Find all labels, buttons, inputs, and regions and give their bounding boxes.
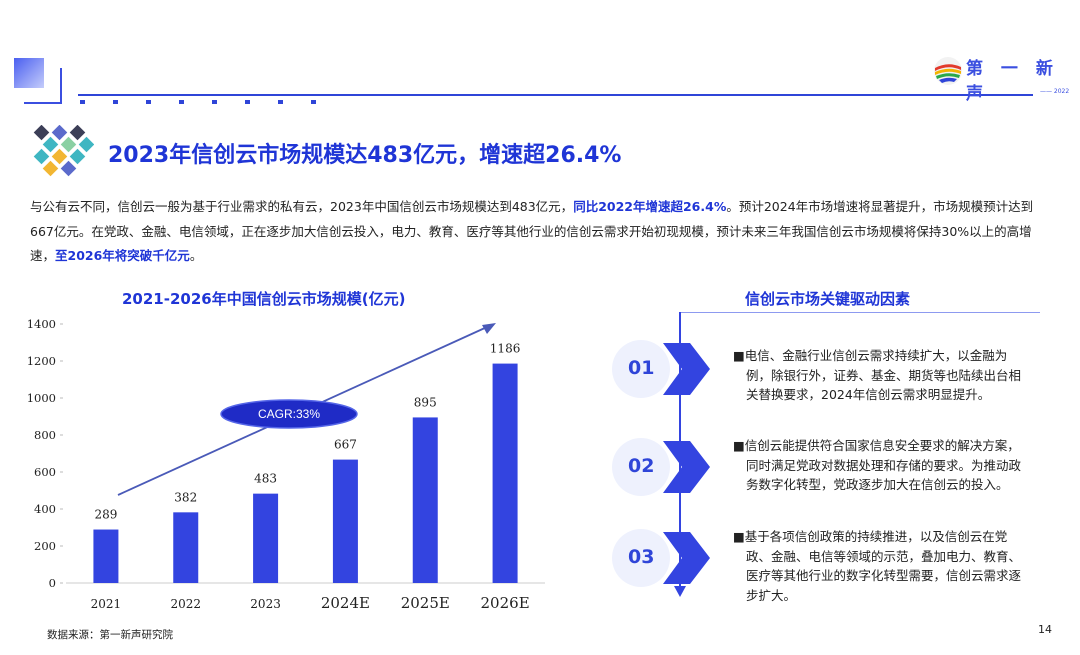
intro-highlight-1: 同比2022年增速超26.4% (573, 199, 727, 214)
driver-text: ■信创云能提供符合国家信息安全要求的解决方案，同时满足党政对数据处理和存储的要求… (733, 438, 1022, 492)
x-tick-label: 2021 (91, 597, 122, 611)
intro-text-3: 。 (189, 248, 203, 263)
x-tick-label: 2026E (481, 594, 530, 612)
bar (253, 493, 279, 583)
chart-title: 2021-2026年中国信创云市场规模(亿元) (122, 290, 406, 308)
timeline-node-2 (612, 438, 710, 496)
data-label: 895 (414, 395, 437, 409)
bar-chart: 0 200 400 600 800 1000 1200 1400 289 2021 382 2022 4… (27, 317, 545, 612)
y-tick-label: 0 (49, 576, 56, 590)
intro-text-1: 与公有云不同，信创云一般为基于行业需求的私有云，2023年中国信创云市场规模达到… (30, 199, 574, 214)
timeline-node-1 (612, 340, 710, 398)
x-tick-label: 2025E (401, 594, 450, 612)
bar (93, 529, 119, 583)
y-tick-label: 1200 (27, 354, 56, 368)
bar (492, 363, 518, 583)
cagr-label: CAGR:33% (258, 407, 320, 421)
brand-small-text: —— 2022 (1040, 88, 1070, 95)
data-label: 382 (174, 490, 197, 504)
corner-decoration (14, 58, 44, 88)
data-source: 数据来源：第一新声研究院 (47, 629, 173, 641)
drivers-title: 信创云市场关键驱动因素 (745, 290, 911, 308)
bar (173, 512, 199, 583)
y-tick-label: 1400 (27, 317, 56, 331)
header-divider (78, 94, 1033, 96)
y-tick-label: 200 (34, 539, 56, 553)
y-tick-label: 400 (34, 502, 56, 516)
corner-decoration-outline (24, 68, 62, 104)
logo-globe-icon (934, 57, 962, 85)
page-number: 14 (1038, 623, 1052, 636)
driver-number: 01 (628, 357, 655, 379)
intro-highlight-2: 至2026年将突破千亿元 (55, 248, 190, 263)
driver-number: 03 (628, 546, 655, 568)
driver-text: ■基于各项信创政策的持续推进，以及信创云在党政、金融、电信等领域的示范，叠加电力… (733, 529, 1022, 603)
bar (412, 417, 438, 583)
data-label: 483 (254, 472, 277, 486)
bar (332, 459, 358, 583)
driver-text: ■电信、金融行业信创云需求持续扩大，以金融为例，除银行外，证券、基金、期货等也陆… (733, 348, 1022, 402)
x-tick-label: 2023 (250, 597, 281, 611)
data-label: 1186 (490, 342, 521, 356)
data-label: 289 (94, 508, 117, 522)
brand-name: 第 一 新 声 (966, 59, 1059, 104)
page-title: 2023年信创云市场规模达483亿元，增速超26.4% (108, 143, 622, 168)
intro-text-2: 。预计2024年市场增速将显著提升，市场规模预计达到667亿元。在党政、金融、电… (30, 199, 1034, 263)
y-tick-label: 800 (34, 428, 56, 442)
data-label: 667 (334, 438, 357, 452)
cagr-badge (220, 399, 358, 429)
title-diamonds-icon (33, 125, 94, 177)
y-tick-label: 600 (34, 465, 56, 479)
intro-paragraph: 与公有云不同，信创云一般为基于行业需求的私有云，2023年中国信创云市场规模达到… (30, 195, 1050, 269)
x-tick-label: 2024E (321, 594, 370, 612)
y-tick-label: 1000 (27, 391, 56, 405)
header-dots (80, 89, 344, 108)
timeline-node-3 (612, 529, 710, 587)
driver-number: 02 (628, 455, 655, 477)
x-tick-label: 2022 (170, 597, 201, 611)
drivers-title-underline (680, 312, 1040, 313)
drivers-timeline (612, 312, 710, 597)
trend-arrow-head (482, 323, 496, 334)
